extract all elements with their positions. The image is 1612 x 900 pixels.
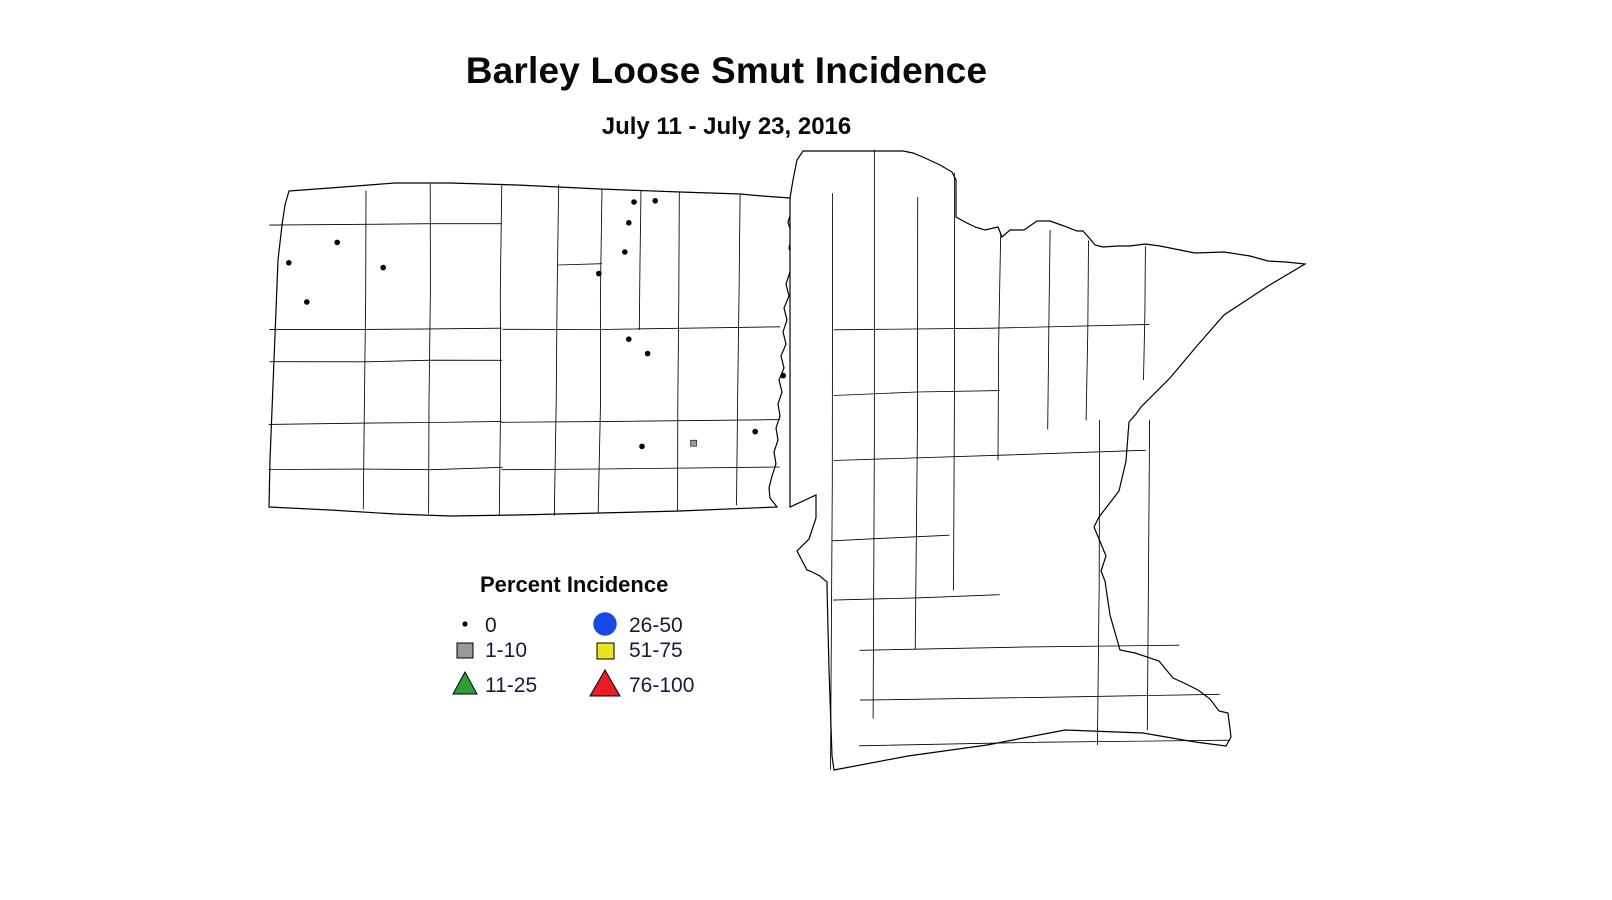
svg-text:Percent Incidence: Percent Incidence — [480, 572, 668, 597]
svg-text:26-50: 26-50 — [629, 614, 683, 637]
svg-text:51-75: 51-75 — [629, 639, 683, 662]
svg-text:11-25: 11-25 — [485, 674, 537, 697]
svg-text:0: 0 — [485, 614, 497, 637]
svg-text:1-10: 1-10 — [485, 639, 527, 662]
svg-text:76-100: 76-100 — [629, 674, 694, 697]
